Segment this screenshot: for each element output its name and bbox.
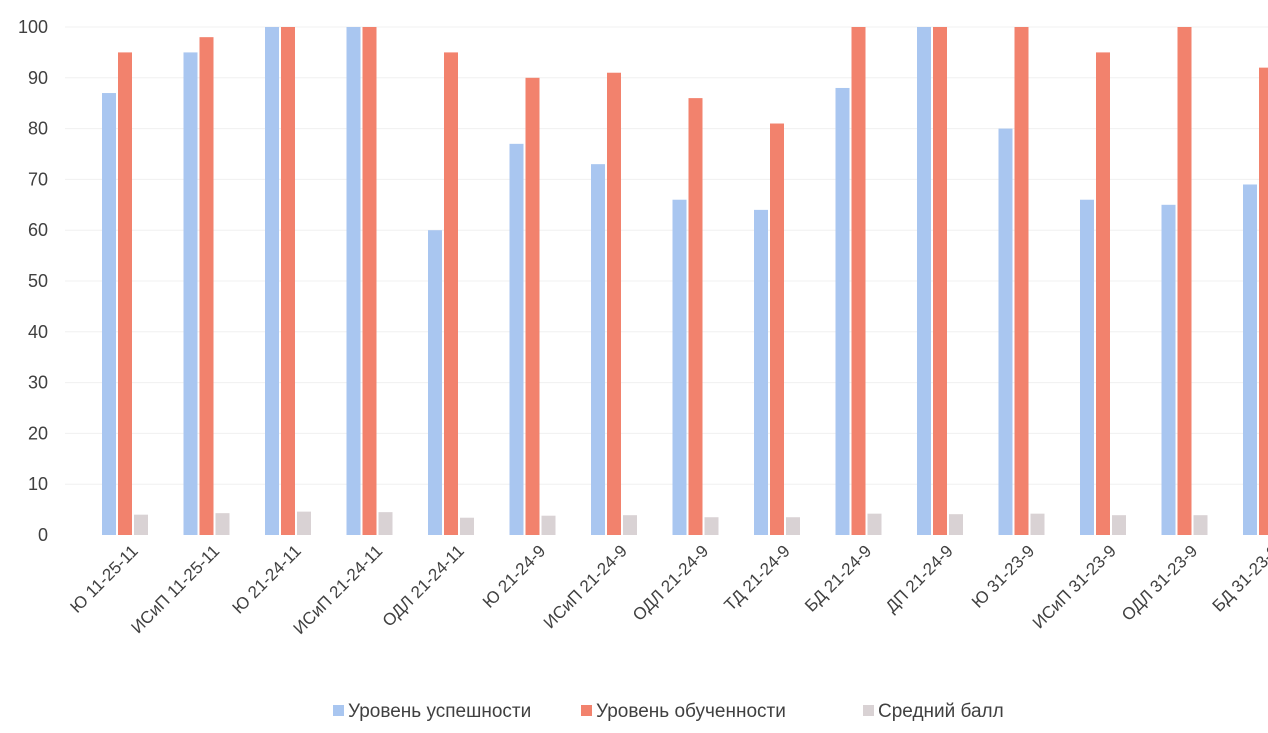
y-tick-label: 50 xyxy=(28,271,48,291)
bar-series-3 xyxy=(541,515,556,535)
bar-series-1 xyxy=(917,27,931,535)
x-category-label: ТД 21-24-9 xyxy=(721,541,794,614)
bar-series-2 xyxy=(851,27,866,535)
bar-series-3 xyxy=(1193,515,1208,535)
y-tick-label: 100 xyxy=(18,17,48,37)
bar-series-2 xyxy=(1177,27,1192,535)
bar-series-3 xyxy=(1030,513,1045,535)
y-tick-label: 20 xyxy=(28,423,48,443)
x-category-label: ИСиП 31-23-9 xyxy=(1029,541,1120,632)
bar-series-2 xyxy=(1259,67,1268,535)
bar-series-1 xyxy=(265,27,279,535)
bar-series-2 xyxy=(1014,27,1029,535)
legend-label: Средний балл xyxy=(878,701,1004,722)
bar-series-1 xyxy=(1080,199,1094,535)
bar-series-1 xyxy=(1161,204,1176,536)
bar-series-2 xyxy=(607,72,621,535)
y-axis-ticks: 0 10 20 30 40 50 60 70 80 90 100 xyxy=(18,17,48,545)
bar-series-1 xyxy=(754,209,768,535)
x-category-label: ИСиП 11-25-11 xyxy=(128,541,224,637)
y-tick-label: 70 xyxy=(28,169,48,189)
y-tick-label: 40 xyxy=(28,322,48,342)
x-category-label: Ю 31-23-9 xyxy=(968,541,1038,611)
bar-series-1 xyxy=(346,27,361,535)
bar-series-2 xyxy=(199,37,214,535)
x-category-label: ИСиП 21-24-11 xyxy=(290,541,387,638)
x-category-label: Ю 21-24-9 xyxy=(479,541,549,611)
bar-series-2 xyxy=(444,52,458,536)
bar-series-3 xyxy=(134,514,148,535)
bar-series-3 xyxy=(949,514,963,535)
x-category-label: ОДЛ 31-23-9 xyxy=(1118,541,1201,624)
bar-series-3 xyxy=(867,513,882,535)
bar-series-3 xyxy=(623,515,637,535)
legend: Уровень успешности Уровень обученности Сре… xyxy=(333,701,1004,722)
bar-series-3 xyxy=(215,513,230,535)
bar-series-1 xyxy=(509,143,524,535)
bar-series-2 xyxy=(688,98,703,536)
bar-series-2 xyxy=(525,77,540,536)
bar-series-2 xyxy=(933,27,947,535)
y-tick-label: 30 xyxy=(28,373,48,393)
legend-label: Уровень успешности xyxy=(348,701,531,722)
y-tick-label: 60 xyxy=(28,220,48,240)
bar-series-1 xyxy=(672,199,687,535)
x-category-label: ОДЛ 21-24-11 xyxy=(379,541,468,630)
y-tick-label: 10 xyxy=(28,474,48,494)
bar-series-1 xyxy=(998,128,1013,535)
bar-series-2 xyxy=(118,52,132,536)
legend-swatch xyxy=(863,705,874,716)
bar-series-3 xyxy=(704,517,719,535)
bars xyxy=(102,27,1268,536)
bar-series-1 xyxy=(183,52,198,536)
bar-series-2 xyxy=(281,27,295,535)
bar-series-2 xyxy=(1096,52,1110,536)
y-tick-label: 90 xyxy=(28,68,48,88)
x-category-label: ИСиП 21-24-9 xyxy=(540,541,631,632)
x-category-label: ОДЛ 21-24-9 xyxy=(629,541,712,624)
x-category-label: Ю 21-24-11 xyxy=(229,541,305,617)
bar-series-2 xyxy=(770,123,784,536)
x-category-label: БД 21-24-9 xyxy=(801,541,875,615)
legend-label: Уровень обученности xyxy=(596,701,786,722)
bar-series-1 xyxy=(1243,184,1257,536)
legend-swatch xyxy=(333,705,344,716)
x-category-label: ДП 21-24-9 xyxy=(882,541,957,616)
bar-series-1 xyxy=(428,230,442,535)
y-tick-label: 80 xyxy=(28,119,48,139)
bar-series-3 xyxy=(786,517,800,535)
legend-swatch xyxy=(581,705,592,716)
x-category-label: БД 31-23-9 xyxy=(1209,541,1268,615)
bar-series-1 xyxy=(102,93,116,535)
bar-series-2 xyxy=(362,27,377,535)
y-tick-label: 0 xyxy=(38,525,48,545)
bar-series-3 xyxy=(460,517,474,535)
bar-series-1 xyxy=(835,87,850,536)
bar-series-3 xyxy=(378,512,393,535)
x-category-label: Ю 11-25-11 xyxy=(67,541,142,616)
bar-series-1 xyxy=(591,164,605,535)
bar-series-3 xyxy=(297,511,311,535)
bar-series-3 xyxy=(1112,515,1126,535)
